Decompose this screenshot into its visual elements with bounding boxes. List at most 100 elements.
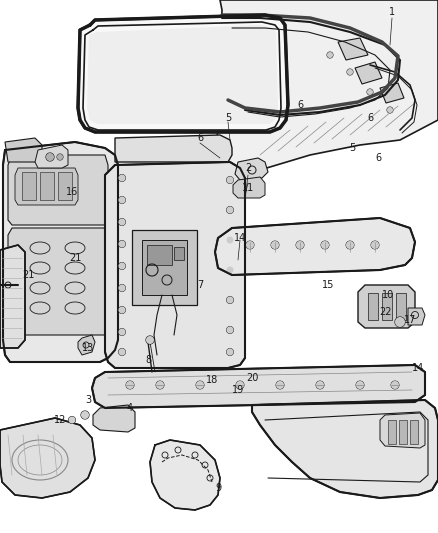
Circle shape xyxy=(196,381,204,389)
Polygon shape xyxy=(78,335,95,355)
Circle shape xyxy=(236,381,244,389)
Polygon shape xyxy=(35,145,68,168)
Text: 18: 18 xyxy=(206,375,218,385)
Text: 17: 17 xyxy=(404,315,416,325)
Polygon shape xyxy=(93,405,135,432)
Circle shape xyxy=(68,416,75,424)
Polygon shape xyxy=(215,0,438,170)
Circle shape xyxy=(321,241,329,249)
Polygon shape xyxy=(399,420,407,444)
Circle shape xyxy=(226,176,233,183)
Text: 21: 21 xyxy=(69,253,81,263)
Text: 12: 12 xyxy=(54,415,66,425)
Text: 1: 1 xyxy=(389,7,395,17)
Circle shape xyxy=(119,285,126,292)
Polygon shape xyxy=(0,245,25,348)
Circle shape xyxy=(271,241,279,249)
Circle shape xyxy=(356,381,364,389)
Polygon shape xyxy=(358,285,415,328)
Text: 2: 2 xyxy=(245,163,251,173)
Text: 7: 7 xyxy=(197,280,203,290)
Polygon shape xyxy=(142,240,187,295)
Text: 14: 14 xyxy=(412,363,424,373)
Circle shape xyxy=(371,241,379,249)
Circle shape xyxy=(346,241,354,249)
Circle shape xyxy=(226,206,233,214)
Polygon shape xyxy=(0,418,95,498)
Text: 5: 5 xyxy=(349,143,355,153)
Polygon shape xyxy=(235,158,268,180)
Circle shape xyxy=(119,306,126,313)
Polygon shape xyxy=(338,38,368,60)
Polygon shape xyxy=(380,413,425,448)
Text: 3: 3 xyxy=(85,395,91,405)
Text: 13: 13 xyxy=(82,343,94,353)
Text: 6: 6 xyxy=(197,133,203,143)
Circle shape xyxy=(81,411,89,419)
Circle shape xyxy=(226,327,233,334)
Circle shape xyxy=(226,349,233,356)
Circle shape xyxy=(296,241,304,249)
Text: 21: 21 xyxy=(22,270,34,280)
Text: 22: 22 xyxy=(379,307,391,317)
Circle shape xyxy=(46,153,54,161)
Polygon shape xyxy=(115,135,232,162)
Text: 10: 10 xyxy=(382,290,394,300)
Polygon shape xyxy=(5,138,42,162)
Polygon shape xyxy=(215,218,415,275)
Polygon shape xyxy=(410,420,418,444)
Polygon shape xyxy=(40,172,54,200)
Polygon shape xyxy=(87,25,278,124)
Circle shape xyxy=(119,240,126,247)
Circle shape xyxy=(119,174,126,182)
Polygon shape xyxy=(147,245,172,265)
Polygon shape xyxy=(174,247,184,260)
Circle shape xyxy=(327,52,333,58)
Polygon shape xyxy=(15,168,78,205)
Text: 19: 19 xyxy=(232,385,244,395)
Text: 8: 8 xyxy=(145,355,151,365)
Polygon shape xyxy=(396,293,406,320)
Circle shape xyxy=(276,381,284,389)
Text: 6: 6 xyxy=(297,100,303,110)
Text: 4: 4 xyxy=(127,403,133,413)
Text: 9: 9 xyxy=(215,483,221,493)
Text: 6: 6 xyxy=(367,113,373,123)
Polygon shape xyxy=(105,162,245,368)
Circle shape xyxy=(347,69,353,75)
Circle shape xyxy=(316,381,324,389)
Polygon shape xyxy=(408,308,425,325)
Polygon shape xyxy=(380,83,404,103)
Circle shape xyxy=(226,296,233,303)
Polygon shape xyxy=(78,15,288,132)
Circle shape xyxy=(391,381,399,389)
Circle shape xyxy=(246,241,254,249)
Polygon shape xyxy=(150,440,220,510)
Polygon shape xyxy=(22,172,36,200)
Polygon shape xyxy=(3,142,118,362)
Circle shape xyxy=(367,89,373,95)
Circle shape xyxy=(146,336,154,344)
Polygon shape xyxy=(8,228,108,335)
Circle shape xyxy=(119,262,126,270)
Circle shape xyxy=(387,107,393,113)
Text: 14: 14 xyxy=(234,233,246,243)
Text: 15: 15 xyxy=(322,280,334,290)
Text: 11: 11 xyxy=(242,183,254,193)
Text: 20: 20 xyxy=(246,373,258,383)
Polygon shape xyxy=(132,230,197,305)
Polygon shape xyxy=(233,177,265,198)
Polygon shape xyxy=(388,420,396,444)
Polygon shape xyxy=(355,62,382,84)
Circle shape xyxy=(57,154,63,160)
Circle shape xyxy=(119,349,126,356)
Polygon shape xyxy=(8,155,108,225)
Text: 16: 16 xyxy=(66,187,78,197)
Text: 6: 6 xyxy=(375,153,381,163)
Circle shape xyxy=(156,381,164,389)
Circle shape xyxy=(119,328,126,335)
Circle shape xyxy=(119,197,126,204)
Circle shape xyxy=(126,381,134,389)
Polygon shape xyxy=(382,293,392,320)
Circle shape xyxy=(226,237,233,244)
